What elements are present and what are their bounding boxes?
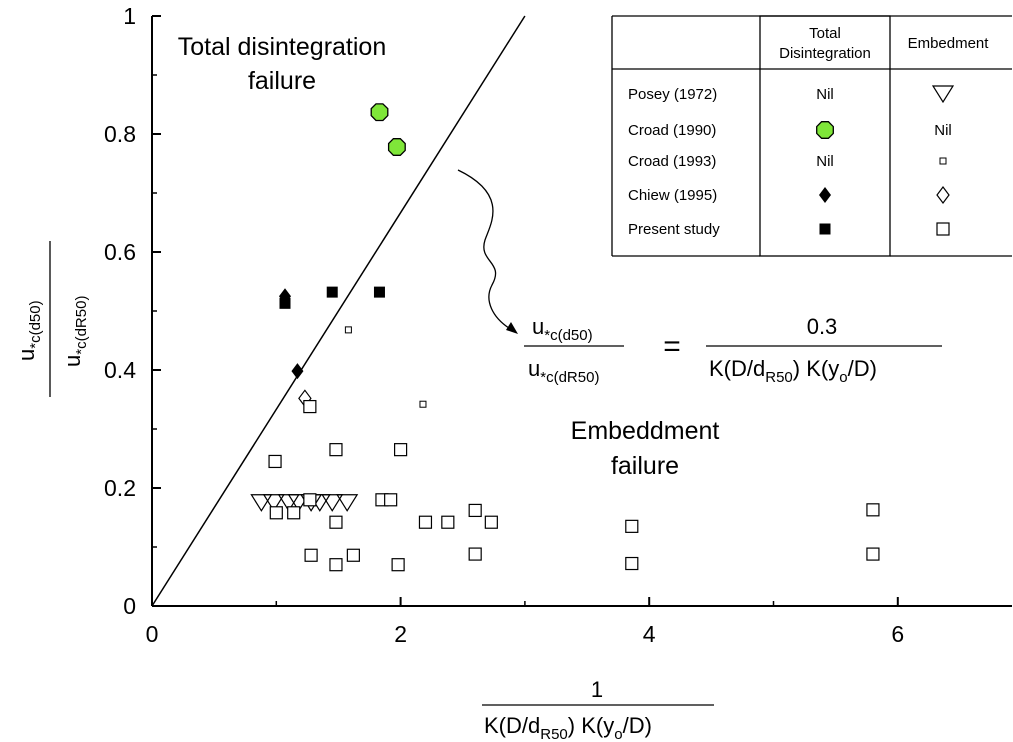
legend-background bbox=[612, 16, 1012, 256]
data-point-square-open-6-9 bbox=[384, 493, 398, 507]
data-point-triangle-down-open-0-6 bbox=[321, 494, 344, 512]
eq-lhs-numerator: u*c(d50) bbox=[532, 314, 593, 344]
y-tick-label-4: 0.8 bbox=[104, 121, 136, 147]
data-point-square-open-6-1 bbox=[303, 399, 317, 414]
data-point-small-square-open-2-0 bbox=[344, 326, 352, 334]
legend: Total Disintegration Embedment Posey (19… bbox=[611, 15, 1012, 257]
equation: u*c(d50) u*c(dR50) = 0.3 K(D/dR50) K(yo/… bbox=[524, 314, 942, 386]
data-point-square-open-6-22 bbox=[866, 547, 880, 561]
data-point-triangle-down-open-0-7 bbox=[336, 494, 359, 512]
y-label-numerator: u*c(d50) bbox=[14, 300, 44, 361]
pointer-arrow bbox=[457, 169, 513, 331]
x-label-numerator: 1 bbox=[591, 677, 603, 702]
y-tick-label-0: 0 bbox=[123, 593, 136, 619]
data-point-square-open-6-18 bbox=[468, 547, 482, 561]
data-point-square-open-6-15 bbox=[329, 558, 343, 572]
data-point-square-open-6-2 bbox=[329, 443, 343, 457]
data-point-square-open-6-10 bbox=[418, 515, 433, 529]
data-point-square-open-6-11 bbox=[441, 515, 455, 529]
data-point-octagon-green-1-0 bbox=[370, 103, 389, 122]
data-point-square-filled-5-1 bbox=[326, 286, 338, 298]
x-label-denominator: K(D/dR50) K(yo/D) bbox=[484, 713, 652, 742]
legend-total-column-box bbox=[759, 15, 891, 257]
data-point-square-open-6-19 bbox=[625, 519, 639, 533]
legend-row-name-1: Croad (1990) bbox=[628, 122, 716, 139]
y-tick-label-3: 0.6 bbox=[104, 239, 136, 265]
data-point-square-open-6-4 bbox=[269, 506, 283, 520]
x-tick-label-1: 2 bbox=[394, 621, 407, 647]
legend-marker-embed-4 bbox=[936, 222, 950, 236]
data-point-square-open-6-7 bbox=[329, 515, 343, 529]
y-tick-label-1: 0.2 bbox=[104, 475, 136, 501]
y-tick-label-5: 1 bbox=[123, 3, 136, 29]
data-point-square-open-6-6 bbox=[303, 493, 317, 507]
data-point-triangle-down-open-0-1 bbox=[262, 494, 285, 512]
pointer-arrowhead bbox=[506, 322, 518, 334]
data-point-square-open-6-17 bbox=[391, 558, 405, 572]
legend-nil-embed-1: Nil bbox=[934, 122, 952, 139]
legend-header-embed: Embedment bbox=[908, 35, 990, 52]
eq-rhs-denominator: K(D/dR50) K(yo/D) bbox=[709, 356, 877, 386]
legend-nil-total-0: Nil bbox=[816, 86, 834, 103]
data-point-diamond-filled-3-1 bbox=[291, 363, 304, 380]
data-point-square-open-6-5 bbox=[287, 506, 301, 520]
data-points bbox=[250, 103, 880, 572]
axis-ticks: 0 2 4 6 0 0.2 0.4 0.6 0.8 1 bbox=[104, 3, 904, 647]
region-label-total-line1: Total disintegration bbox=[178, 33, 386, 61]
legend-marker-embed-2 bbox=[939, 157, 947, 165]
y-axis-label: u*c(d50) u*c(dR50) bbox=[14, 241, 90, 397]
data-point-square-open-6-14 bbox=[304, 548, 318, 562]
legend-row-name-4: Present study bbox=[628, 221, 720, 238]
y-tick-label-2: 0.4 bbox=[104, 357, 136, 383]
data-point-square-open-6-21 bbox=[866, 503, 880, 517]
legend-row-name-3: Chiew (1995) bbox=[628, 187, 717, 204]
region-label-embed-line1: Embeddment bbox=[571, 417, 720, 445]
data-point-square-filled-5-2 bbox=[373, 286, 385, 298]
legend-row-name-0: Posey (1972) bbox=[628, 86, 717, 103]
data-point-square-open-6-12 bbox=[468, 503, 482, 518]
legend-marker-embed-0 bbox=[931, 85, 955, 104]
data-point-small-square-open-2-1 bbox=[419, 400, 427, 408]
data-point-octagon-green-1-1 bbox=[387, 138, 406, 156]
data-point-square-filled-5-0 bbox=[279, 297, 291, 309]
boundary-line bbox=[151, 15, 526, 607]
data-point-square-open-6-3 bbox=[394, 443, 408, 457]
legend-header-total-2: Disintegration bbox=[779, 45, 871, 62]
data-point-square-open-6-13 bbox=[484, 515, 498, 529]
legend-rows: Posey (1972) Nil Croad (1990) Nil Croad (199… bbox=[628, 85, 955, 238]
x-tick-label-3: 6 bbox=[891, 621, 904, 647]
data-point-triangle-down-open-0-0 bbox=[250, 494, 273, 512]
legend-marker-total-1 bbox=[816, 121, 834, 139]
data-point-square-open-6-16 bbox=[346, 548, 360, 562]
y-label-denominator: u*c(dR50) bbox=[60, 296, 90, 367]
region-label-total-line2: failure bbox=[248, 67, 316, 95]
eq-rhs-numerator: 0.3 bbox=[807, 314, 838, 339]
legend-row-name-2: Croad (1993) bbox=[628, 153, 716, 170]
data-point-square-open-6-20 bbox=[625, 556, 639, 571]
legend-nil-total-2: Nil bbox=[816, 153, 834, 170]
legend-marker-total-4 bbox=[819, 223, 831, 235]
legend-marker-embed-3 bbox=[936, 186, 950, 204]
region-label-embed-line2: failure bbox=[611, 452, 679, 480]
eq-lhs-denominator: u*c(dR50) bbox=[528, 356, 599, 386]
x-tick-label-2: 4 bbox=[643, 621, 656, 647]
x-tick-label-0: 0 bbox=[146, 621, 159, 647]
legend-marker-total-3 bbox=[819, 187, 831, 203]
legend-header-total-1: Total bbox=[809, 25, 841, 42]
data-point-square-open-6-0 bbox=[268, 454, 282, 469]
x-axis-label: 1 K(D/dR50) K(yo/D) bbox=[482, 677, 714, 742]
eq-equals: = bbox=[663, 330, 681, 363]
